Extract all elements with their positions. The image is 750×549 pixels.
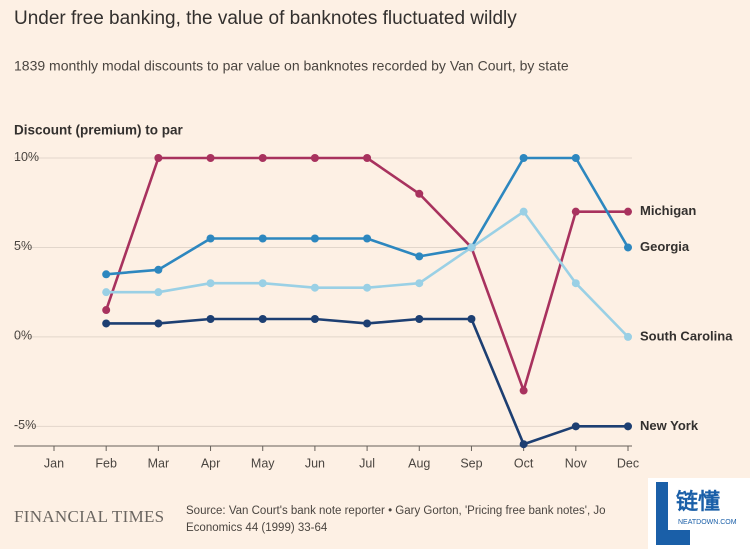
data-point bbox=[310, 154, 319, 162]
data-point bbox=[154, 319, 163, 328]
data-point bbox=[206, 314, 215, 323]
data-point bbox=[415, 279, 424, 288]
series-line bbox=[106, 317, 628, 446]
series-label: Georgia bbox=[640, 239, 690, 254]
x-tick-label: Dec bbox=[617, 456, 639, 470]
data-point bbox=[571, 422, 580, 431]
y-tick-label: 5% bbox=[14, 239, 32, 253]
source: Source: Van Court's bank note reporter •… bbox=[186, 505, 606, 517]
data-point bbox=[415, 314, 424, 323]
data-point bbox=[206, 234, 215, 243]
x-tick-label: Jul bbox=[359, 456, 375, 470]
data-point bbox=[310, 314, 319, 323]
source: Economics 44 (1999) 33-64 bbox=[186, 522, 328, 534]
data-point bbox=[571, 279, 580, 288]
series-label: Michigan bbox=[640, 203, 696, 218]
x-tick-label: Sep bbox=[460, 456, 482, 470]
data-point bbox=[102, 288, 111, 297]
y-tick-label: 0% bbox=[14, 329, 32, 343]
x-tick-label: Apr bbox=[201, 456, 220, 470]
series-line bbox=[106, 210, 629, 338]
y-axis-label: Discount (premium) to par bbox=[14, 123, 184, 138]
data-point bbox=[571, 207, 580, 216]
data-point bbox=[519, 207, 528, 216]
x-tick-label: Nov bbox=[565, 456, 588, 470]
data-point bbox=[519, 440, 528, 449]
x-tick-label: Aug bbox=[408, 456, 430, 470]
series-line bbox=[106, 156, 630, 276]
data-point bbox=[154, 288, 163, 297]
logo: FINANCIAL TIMES bbox=[14, 507, 164, 526]
data-point bbox=[363, 154, 372, 162]
x-tick-label: Jan bbox=[44, 456, 64, 470]
x-tick-label: Feb bbox=[95, 456, 117, 470]
data-point bbox=[102, 319, 111, 328]
data-point bbox=[624, 207, 632, 216]
watermark: 链懂 bbox=[676, 489, 720, 514]
watermark-sub: NEATDOWN.COM bbox=[678, 519, 737, 526]
y-tick-label: 10% bbox=[14, 150, 39, 164]
data-point bbox=[363, 234, 372, 243]
data-point bbox=[258, 154, 267, 162]
x-tick-label: Mar bbox=[148, 456, 170, 470]
data-point bbox=[206, 279, 215, 288]
data-point bbox=[258, 279, 267, 288]
data-point bbox=[154, 154, 163, 162]
data-point bbox=[363, 283, 372, 292]
y-tick-label: -5% bbox=[14, 418, 36, 432]
data-point bbox=[519, 154, 528, 162]
watermark-icon bbox=[656, 482, 690, 545]
x-tick-label: Oct bbox=[514, 456, 534, 470]
data-point bbox=[363, 319, 372, 328]
data-point bbox=[206, 154, 215, 162]
chart-title: Under free banking, the value of banknot… bbox=[14, 8, 517, 29]
chart-subtitle: 1839 monthly modal discounts to par valu… bbox=[14, 58, 569, 74]
data-point bbox=[624, 332, 632, 341]
data-point bbox=[467, 314, 476, 323]
x-tick-label: May bbox=[251, 456, 275, 470]
data-point bbox=[624, 243, 632, 252]
data-point bbox=[102, 270, 111, 279]
data-point bbox=[571, 154, 580, 162]
series-label: South Carolina bbox=[640, 328, 733, 343]
data-point bbox=[310, 283, 319, 292]
series-label: New York bbox=[640, 418, 699, 433]
data-point bbox=[415, 189, 424, 198]
series-line bbox=[104, 156, 628, 392]
data-point bbox=[154, 265, 163, 274]
data-point bbox=[519, 386, 528, 395]
data-point bbox=[415, 252, 424, 261]
data-point bbox=[258, 314, 267, 323]
data-point bbox=[467, 243, 476, 252]
data-point bbox=[310, 234, 319, 243]
x-tick-label: Jun bbox=[305, 456, 325, 470]
data-point bbox=[258, 234, 267, 243]
data-point bbox=[624, 422, 632, 431]
data-point bbox=[102, 306, 111, 315]
